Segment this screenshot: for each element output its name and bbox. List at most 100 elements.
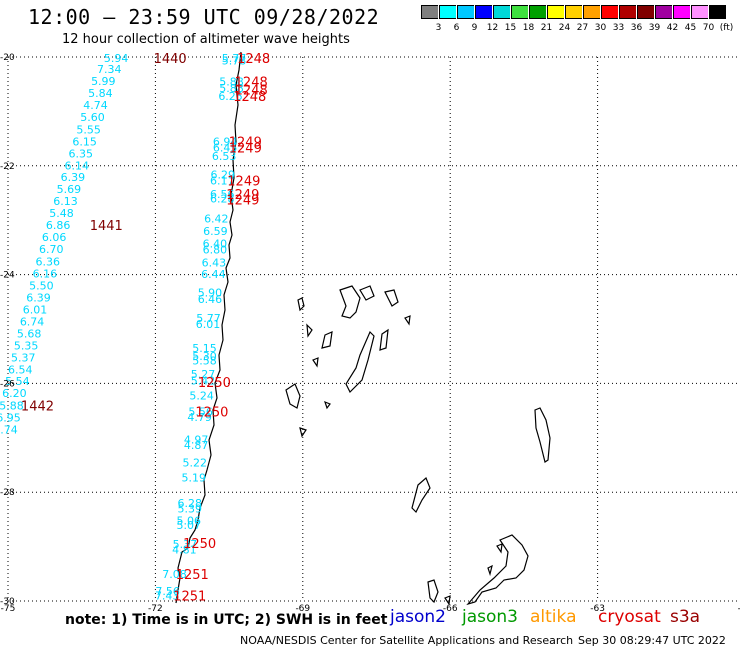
time-label: 1440 — [154, 52, 187, 67]
wave-height-value: 5.06 — [177, 514, 202, 527]
x-tick-label: -75 — [1, 604, 16, 614]
scale-swatch — [511, 5, 528, 19]
scale-label: 30 — [594, 23, 607, 33]
x-tick-label: -66 — [443, 604, 458, 614]
wave-height-value: 6.06 — [42, 231, 67, 244]
wave-height-value: 6.17 — [210, 174, 235, 187]
island — [487, 564, 493, 577]
wave-height-value: 5.88 — [219, 82, 244, 95]
scale-label: 36 — [630, 23, 643, 33]
time-label: 1248 — [233, 90, 266, 105]
wave-height-value: 5.54 — [5, 375, 30, 388]
credit-text: NOAA/NESDIS Center for Satellite Applica… — [240, 634, 574, 647]
wave-height-value: 6.53 — [212, 150, 237, 163]
wave-height-value: 6.54 — [8, 363, 33, 376]
wave-height-points: 5.947.345.995.844.745.605.556.156.356.14… — [0, 52, 246, 602]
scale-swatch — [457, 5, 474, 19]
island — [411, 476, 431, 514]
y-tick-label: -22 — [0, 162, 15, 172]
scale-label: 27 — [576, 23, 589, 33]
wave-height-value: 6.43 — [202, 257, 227, 270]
wave-height-value: 5.07 — [177, 519, 202, 532]
island — [306, 323, 313, 338]
wave-height-value: 4.81 — [172, 543, 197, 556]
wave-height-value: 6.25 — [218, 90, 243, 103]
wave-height-value: 6.35 — [68, 147, 93, 160]
wave-height-value: 6.56 — [210, 188, 235, 201]
island — [339, 285, 361, 319]
y-tick-label: -30 — [0, 597, 15, 607]
island — [345, 330, 375, 394]
y-tick-label: -24 — [0, 271, 15, 281]
time-label: 1249 — [226, 194, 259, 209]
wave-height-value: 6.86 — [46, 219, 71, 232]
wave-height-value: 5.99 — [91, 75, 116, 88]
island — [404, 315, 411, 326]
island — [444, 595, 451, 606]
wave-height-value: 6.14 — [65, 159, 90, 172]
wave-height-value: 5.37 — [11, 351, 36, 364]
scale-swatch — [637, 5, 654, 19]
footnote: note: 1) Time is in UTC; 2) SWH is in fe… — [65, 612, 388, 628]
wave-height-value: 5.48 — [49, 207, 74, 220]
wave-height-value: 5.68 — [17, 327, 42, 340]
scale-swatch — [529, 5, 546, 19]
time-label: 1249 — [229, 141, 262, 156]
scale-swatch — [547, 5, 564, 19]
wave-height-value: 6.16 — [33, 268, 58, 281]
scale-label: 33 — [612, 23, 625, 33]
island — [466, 534, 529, 606]
time-label: 1441 — [90, 219, 123, 234]
scale-label: 12 — [486, 23, 499, 33]
x-tick-label: -72 — [148, 604, 163, 614]
wave-height-value: 6.95 — [0, 412, 21, 425]
scale-label: 15 — [504, 23, 517, 33]
timestamp-text: Sep 30 08:29:47 UTC 2022 — [578, 634, 726, 647]
wave-height-value: 5.30 — [192, 350, 217, 363]
chart-subtitle: 12 hour collection of altimeter wave hei… — [62, 32, 350, 47]
scale-label: 3 — [435, 23, 442, 33]
x-tick-label: -60 — [738, 604, 740, 614]
island — [534, 407, 551, 463]
time-labels: 1440144114421248124812481248124912491249… — [21, 52, 270, 604]
scale-label: 70 — [702, 23, 715, 33]
wave-height-value: 6.13 — [53, 195, 78, 208]
wave-height-value: 4.79 — [187, 411, 212, 424]
island — [427, 579, 439, 604]
wave-height-value: 6.42 — [204, 213, 229, 226]
wave-height-value: 6.70 — [39, 243, 64, 256]
legend-altika: altika — [530, 607, 577, 627]
legend-jason2: jason2 — [390, 607, 446, 627]
time-label: 1250 — [198, 376, 231, 391]
scale-swatch — [673, 5, 690, 19]
island — [324, 400, 331, 410]
scale-label: 42 — [666, 23, 679, 33]
time-label: 1251 — [173, 590, 206, 605]
wave-height-value: 5.56 — [188, 406, 213, 419]
wave-height-value: 7.74 — [0, 424, 18, 437]
y-tick-label: -20 — [0, 53, 15, 63]
island — [379, 328, 389, 351]
wave-height-value: 5.88 — [219, 75, 244, 88]
wave-height-value: 5.35 — [14, 339, 39, 352]
chart-title: 12:00 – 23:59 UTC 09/28/2022 — [28, 5, 380, 29]
wave-height-value: 5.55 — [76, 123, 101, 136]
wave-height-value: 5.77 — [196, 312, 221, 325]
island — [285, 383, 301, 409]
wave-height-value: 6.28 — [178, 497, 203, 510]
scale-swatch — [493, 5, 510, 19]
wave-height-value: 6.39 — [61, 171, 86, 184]
wave-height-value: 5.78 — [222, 54, 247, 67]
island — [496, 543, 503, 554]
x-tick-label: -69 — [295, 604, 310, 614]
scale-swatch — [475, 5, 492, 19]
wave-height-value: 7.34 — [97, 63, 122, 76]
wave-height-value: 6.15 — [72, 135, 97, 148]
scale-swatch — [439, 5, 456, 19]
scale-swatch — [583, 5, 600, 19]
wave-height-value: 7.56 — [155, 585, 180, 598]
wave-height-value: 7.08 — [162, 568, 187, 581]
wave-height-value: 6.01 — [196, 318, 221, 331]
scale-swatch — [565, 5, 582, 19]
